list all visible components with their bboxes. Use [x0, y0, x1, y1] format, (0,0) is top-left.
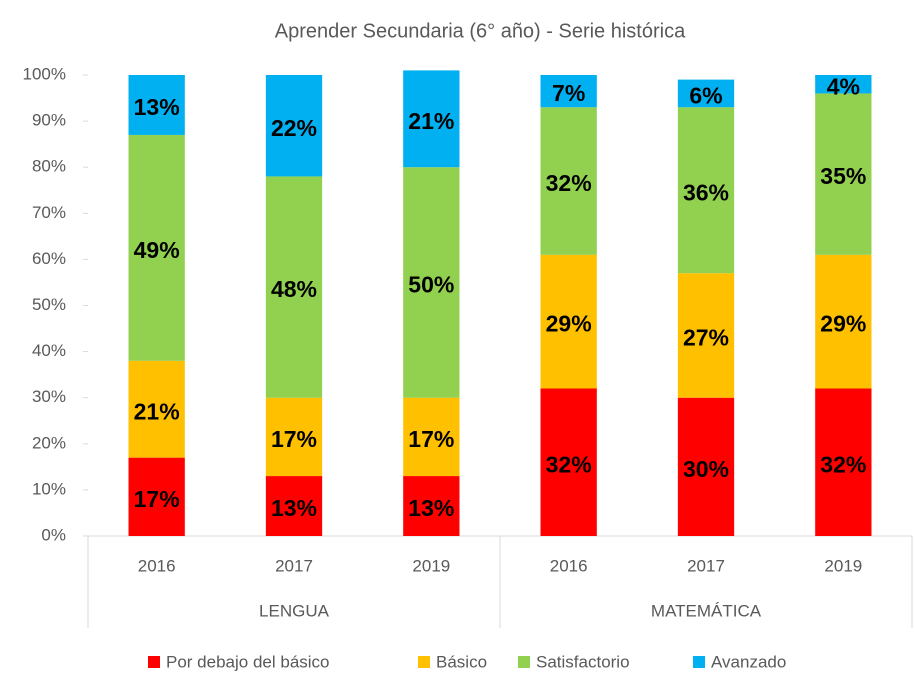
data-label: 35% [820, 163, 866, 189]
data-label: 32% [820, 451, 866, 477]
bar-segment [128, 134, 185, 361]
data-label: 13% [271, 495, 317, 521]
y-tick-label: 0% [41, 525, 66, 544]
legend-swatch [518, 656, 530, 668]
legend-label: Básico [436, 652, 487, 671]
bar-segment [540, 75, 597, 108]
bar-segment [815, 93, 872, 255]
y-tick-label: 30% [32, 387, 66, 406]
bar-segment [677, 397, 735, 536]
y-tick-label: 90% [32, 111, 66, 130]
x-tick-label: 2017 [687, 556, 725, 575]
bar-segment [815, 388, 872, 536]
data-label: 4% [827, 73, 860, 99]
bar-segment [815, 75, 872, 94]
data-label: 6% [689, 83, 722, 109]
bar-segment [540, 254, 597, 389]
y-tick-label: 10% [32, 479, 66, 498]
legend-label: Avanzado [711, 652, 786, 671]
bar-segment [128, 75, 185, 135]
chart-title: Aprender Secundaria (6° año) - Serie his… [275, 20, 686, 42]
bar-segment [403, 397, 460, 477]
bar-segment [128, 360, 185, 458]
data-label: 21% [134, 398, 180, 424]
y-tick-label: 20% [32, 433, 66, 452]
data-label: 13% [408, 495, 454, 521]
bar-segment [403, 167, 460, 398]
x-tick-label: 2016 [550, 556, 588, 575]
bar-segment [540, 388, 597, 536]
legend-label: Por debajo del básico [166, 652, 330, 671]
legend-label: Satisfactorio [536, 652, 630, 671]
y-tick-label: 50% [32, 295, 66, 314]
y-tick-label: 60% [32, 249, 66, 268]
data-label: 29% [820, 311, 866, 337]
x-tick-label: 2019 [412, 556, 450, 575]
data-label: 48% [271, 276, 317, 302]
data-label: 17% [134, 486, 180, 512]
bar-segment [677, 107, 735, 274]
y-tick-label: 70% [32, 203, 66, 222]
data-label: 7% [552, 80, 585, 106]
data-label: 13% [134, 94, 180, 120]
x-tick-label: 2019 [824, 556, 862, 575]
bar-segment [677, 79, 735, 108]
bar-segment [265, 397, 323, 477]
data-label: 29% [546, 311, 592, 337]
data-label: 50% [408, 272, 454, 298]
bar-segment [403, 476, 460, 536]
bar-segment [540, 107, 597, 255]
data-label: 17% [408, 426, 454, 452]
data-label: 32% [546, 451, 592, 477]
bar-segment [265, 176, 323, 398]
bar-segment [677, 273, 735, 398]
x-tick-label: 2016 [138, 556, 176, 575]
data-label: 49% [134, 237, 180, 263]
bar-segment [128, 457, 185, 536]
y-tick-label: 80% [32, 157, 66, 176]
group-label: MATEMÁTICA [651, 601, 762, 620]
bar-segment [265, 75, 323, 177]
legend-swatch [418, 656, 430, 668]
bar-segment [815, 254, 872, 389]
data-label: 22% [271, 115, 317, 141]
data-label: 17% [271, 426, 317, 452]
y-tick-label: 100% [23, 64, 66, 83]
data-label: 27% [683, 325, 729, 351]
bar-segment [403, 70, 460, 168]
y-tick-label: 40% [32, 341, 66, 360]
bar-segment [265, 476, 323, 536]
data-label: 36% [683, 179, 729, 205]
legend-swatch [148, 656, 160, 668]
data-label: 30% [683, 456, 729, 482]
x-tick-label: 2017 [275, 556, 313, 575]
data-label: 32% [546, 170, 592, 196]
legend-swatch [693, 656, 705, 668]
data-label: 21% [408, 108, 454, 134]
group-label: LENGUA [259, 601, 330, 620]
